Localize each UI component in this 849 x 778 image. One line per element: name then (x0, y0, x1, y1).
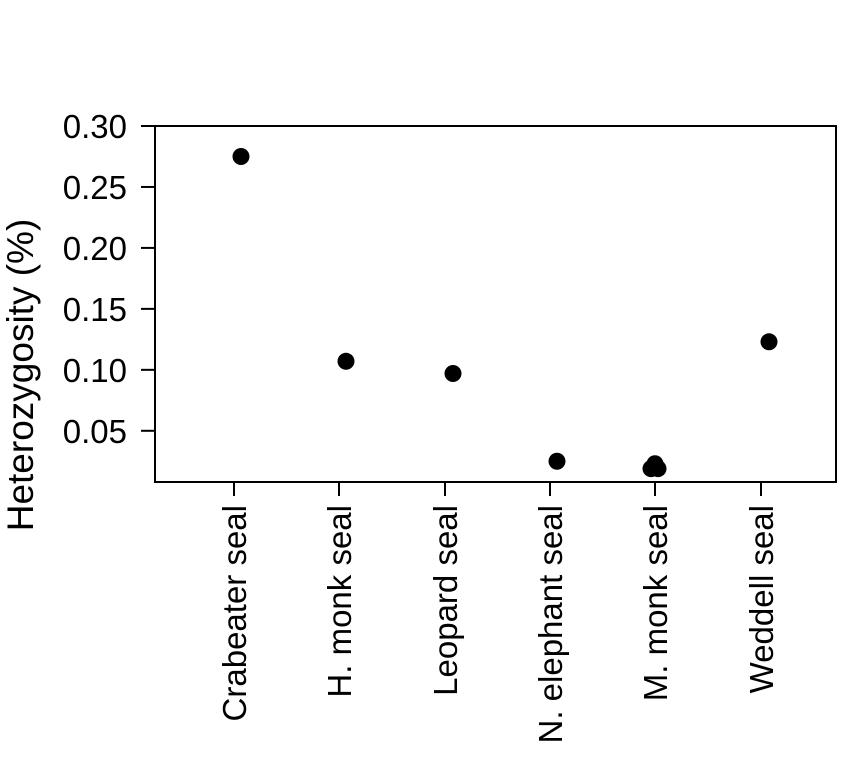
data-point (337, 352, 355, 370)
x-tick-label: Weddell seal (743, 505, 780, 693)
y-tick-label: 0.30 (63, 108, 127, 145)
data-points (232, 147, 778, 478)
x-tick-label: Leopard seal (427, 505, 464, 696)
y-axis: 0.05 0.10 0.15 0.20 0.25 0.30 (63, 108, 155, 450)
data-point (548, 452, 566, 470)
data-point (232, 147, 250, 165)
data-point (649, 460, 667, 478)
y-axis-title: Heterozygosity (%) (0, 219, 41, 532)
x-tick-label: Crabeater seal (216, 505, 253, 721)
data-point (444, 364, 462, 382)
x-tick-label: N. elephant seal (532, 505, 569, 744)
y-tick-label: 0.10 (63, 352, 127, 389)
x-axis: Crabeater seal H. monk seal Leopard seal N.… (216, 482, 780, 744)
x-tick-label: H. monk seal (321, 505, 358, 698)
y-tick-label: 0.15 (63, 291, 127, 328)
data-point (760, 333, 778, 351)
y-tick-label: 0.20 (63, 230, 127, 267)
x-tick-label: M. monk seal (637, 505, 674, 701)
plot-area-frame (154, 125, 837, 483)
y-tick-label: 0.25 (63, 169, 127, 206)
y-tick-label: 0.05 (63, 413, 127, 450)
